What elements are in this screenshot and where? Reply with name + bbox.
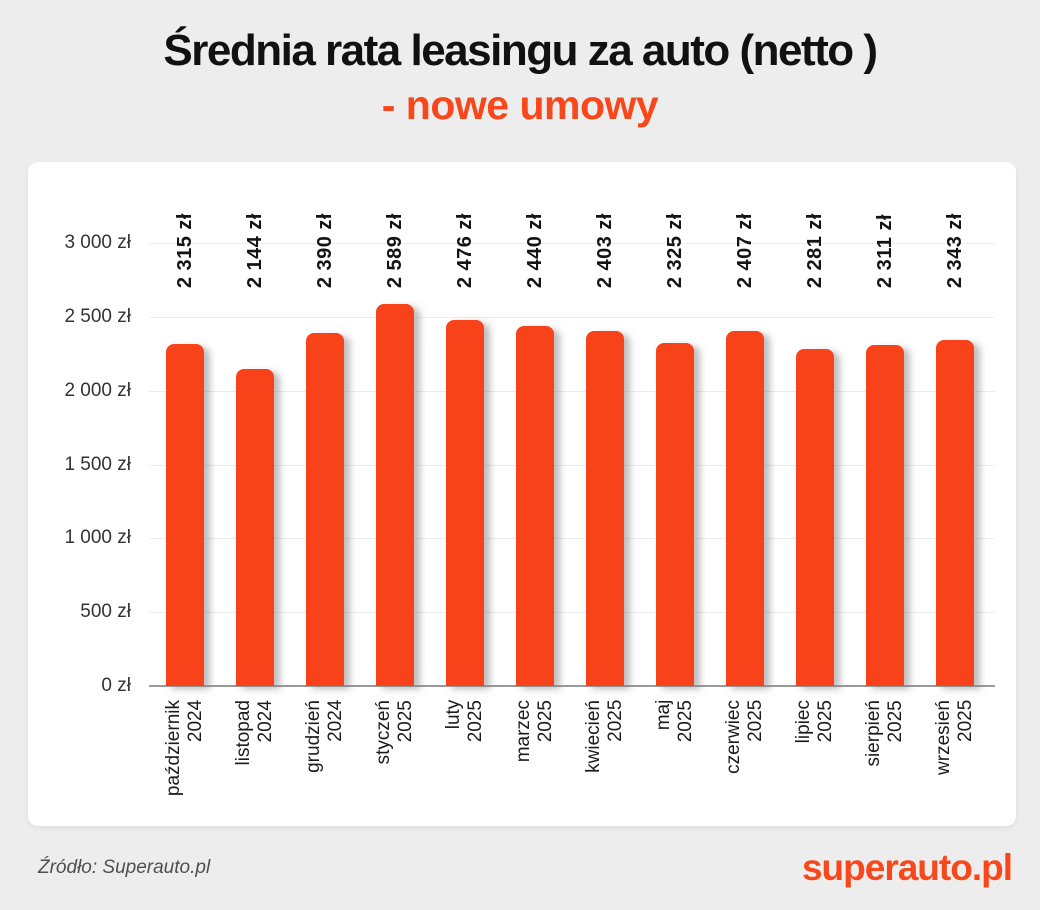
x-axis-label-text: czerwiec 2025	[723, 700, 766, 774]
y-axis-tick-label: 3 000 zł	[64, 232, 131, 253]
bar-value-text: 2 403 zł	[593, 212, 616, 288]
bar-value-text: 2 440 zł	[523, 212, 546, 288]
bar-value-text: 2 315 zł	[173, 212, 196, 288]
bar-value-label: 2 281 zł	[785, 182, 845, 288]
y-axis-tick-label: 2 000 zł	[64, 379, 131, 401]
bar-value-text: 2 407 zł	[733, 212, 756, 288]
y-axis-tick-label: 1 500 zł	[64, 453, 131, 475]
x-axis-label-text: maj 2025	[653, 700, 696, 743]
bar-value-label: 2 403 zł	[575, 182, 635, 288]
bar-value-label: 2 407 zł	[715, 182, 775, 288]
gridline	[149, 390, 995, 392]
bar	[726, 330, 764, 686]
bar-value-label: 2 476 zł	[435, 182, 495, 288]
bar	[306, 333, 344, 686]
chart-card: 3 000 zł 2 500 zł 2 000 zł 1 500 zł 1 000 zł…	[28, 162, 1016, 826]
bar-value-label: 2 315 zł	[155, 182, 215, 288]
bar-value-label: 2 311 zł	[855, 182, 915, 288]
x-axis-label-text: sierpień 2025	[863, 700, 906, 767]
bar-value-label: 2 144 zł	[225, 182, 285, 288]
x-axis-label: wrzesień 2025	[913, 700, 997, 826]
page-subtitle: - nowe umowy	[381, 82, 659, 128]
bar-value-label: 2 390 zł	[295, 182, 355, 288]
header: Średnia rata leasingu za auto (netto ) -…	[0, 0, 1040, 129]
gridline	[149, 243, 995, 244]
bar	[936, 340, 974, 686]
bar-chart: 3 000 zł 2 500 zł 2 000 zł 1 500 zł 1 000 zł…	[28, 162, 1016, 826]
x-axis-label-text: kwiecień 2025	[583, 700, 626, 773]
bar-value-text: 2 325 zł	[663, 212, 686, 288]
x-axis-line	[149, 685, 995, 687]
bar-value-text: 2 343 zł	[943, 212, 966, 288]
gridline	[149, 464, 995, 466]
bar	[236, 369, 274, 686]
bar	[446, 320, 484, 686]
bar	[516, 325, 554, 686]
x-axis-label-text: marzec 2025	[513, 700, 556, 763]
bar	[866, 344, 904, 686]
bar-value-label: 2 440 zł	[505, 182, 565, 288]
bar-value-text: 2 281 zł	[803, 212, 826, 288]
gridline	[149, 612, 995, 614]
bar-value-text: 2 589 zł	[383, 212, 406, 288]
bar-value-text: 2 144 zł	[243, 212, 266, 288]
bar-value-text: 2 476 zł	[453, 212, 476, 288]
y-axis-tick-label: 2 500 zł	[64, 305, 131, 327]
bar-value-label: 2 325 zł	[645, 182, 705, 288]
bar	[656, 342, 694, 686]
source-note: Źródło: Superauto.pl	[38, 857, 211, 878]
bar	[376, 303, 414, 686]
x-axis-label-text: wrzesień 2025	[933, 700, 976, 775]
brand-logo: superauto.pl	[801, 847, 1013, 888]
y-axis-tick-label: 0 zł	[101, 675, 131, 696]
bar	[166, 344, 204, 686]
bar-value-text: 2 311 zł	[873, 213, 896, 288]
gridline	[149, 316, 995, 318]
bar	[586, 331, 624, 686]
gridline	[149, 538, 995, 540]
footer: Źródło: Superauto.pl superauto.pl	[0, 828, 1040, 908]
x-axis-label-text: październik 2024	[163, 700, 206, 797]
x-axis-label-text: listopad 2024	[233, 700, 276, 766]
y-axis-tick-label: 500 zł	[80, 601, 131, 623]
bar	[796, 349, 834, 686]
x-axis-label-text: lipiec 2025	[793, 700, 836, 744]
x-axis-label-text: styczeń 2025	[373, 700, 416, 765]
y-axis-tick-label: 1 000 zł	[64, 527, 131, 549]
bar-value-text: 2 390 zł	[313, 212, 336, 288]
bar-value-label: 2 589 zł	[365, 182, 425, 288]
x-axis-label-text: grudzień 2024	[303, 700, 346, 773]
page-title: Średnia rata leasingu za auto (netto )	[163, 26, 878, 75]
x-axis-label-text: luty 2025	[443, 700, 486, 743]
bar-value-label: 2 343 zł	[925, 182, 985, 288]
